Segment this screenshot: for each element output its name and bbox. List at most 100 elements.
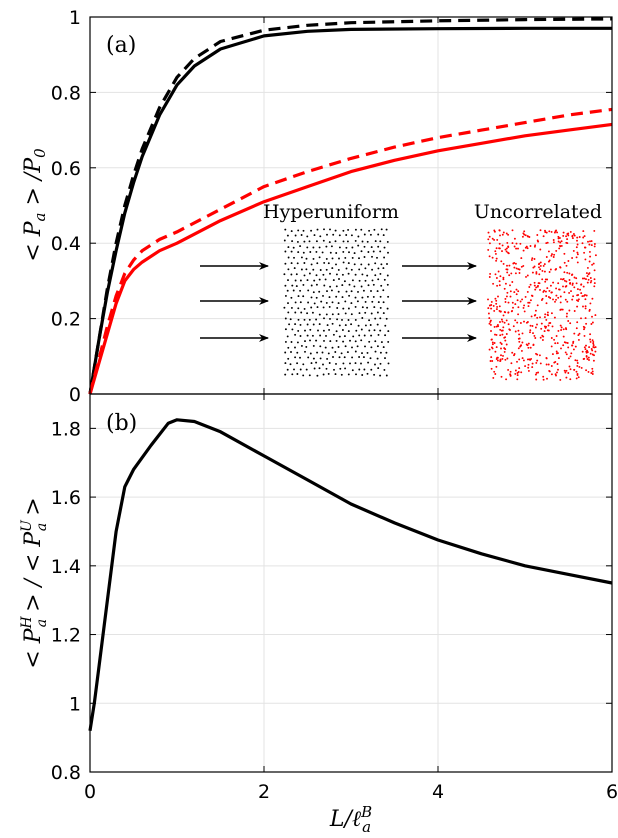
- uncorrelated-dot: [499, 341, 502, 344]
- uncorrelated-dot: [492, 282, 495, 285]
- hyperuniform-dot: [294, 346, 296, 349]
- uncorrelated-dot: [562, 231, 565, 234]
- uncorrelated-dot: [594, 254, 597, 257]
- uncorrelated-dot: [571, 273, 574, 276]
- uncorrelated-dot: [511, 301, 514, 304]
- uncorrelated-dot: [510, 362, 513, 365]
- hyperuniform-dot: [341, 273, 344, 276]
- hyperuniform-dot: [371, 268, 374, 271]
- hyperuniform-dot: [313, 367, 316, 370]
- hyperuniform-dot: [287, 256, 290, 259]
- hyperuniform-dot: [351, 279, 354, 282]
- uncorrelated-dot: [501, 320, 504, 323]
- hyperuniform-dot: [336, 307, 339, 309]
- hyperuniform-dot: [369, 233, 372, 236]
- hyperuniform-dot: [377, 367, 380, 370]
- uncorrelated-dot: [550, 365, 553, 367]
- hyperuniform-dot: [304, 350, 306, 353]
- hyperuniform-dot: [284, 328, 287, 331]
- uncorrelated-dot: [565, 376, 568, 379]
- panel-label-b: (b): [106, 411, 137, 436]
- uncorrelated-dot: [493, 238, 496, 241]
- uncorrelated-dot: [545, 302, 548, 305]
- hyperuniform-dot: [344, 345, 347, 348]
- uncorrelated-dot: [591, 370, 594, 373]
- hyperuniform-dot: [361, 273, 364, 276]
- hyperuniform-dot: [344, 367, 347, 370]
- uncorrelated-dot: [529, 283, 532, 286]
- hyperuniform-dot: [284, 262, 287, 265]
- uncorrelated-dot: [565, 353, 568, 356]
- hyperuniform-dot: [366, 295, 369, 298]
- uncorrelated-dot: [586, 349, 589, 352]
- uncorrelated-dot: [539, 264, 542, 267]
- uncorrelated-dot: [562, 234, 565, 237]
- hyperuniform-dot: [382, 301, 385, 304]
- hyperuniform-dot: [354, 350, 357, 353]
- hyperuniform-dot: [283, 273, 286, 276]
- hyperuniform-dot: [291, 240, 294, 243]
- uncorrelated-dot: [545, 256, 548, 258]
- uncorrelated-dot: [565, 285, 568, 287]
- uncorrelated-dot: [514, 319, 517, 322]
- uncorrelated-dot: [521, 357, 524, 360]
- uncorrelated-dot: [577, 300, 580, 302]
- hyperuniform-dot: [349, 339, 351, 342]
- uncorrelated-dot: [531, 257, 534, 260]
- hyperuniform-dot: [371, 279, 374, 282]
- uncorrelated-dot: [590, 244, 593, 247]
- uncorrelated-dot: [569, 368, 572, 371]
- uncorrelated-dot: [535, 378, 538, 381]
- uncorrelated-dot: [557, 240, 560, 243]
- uncorrelated-dot: [523, 304, 526, 307]
- hyperuniform-dot: [335, 263, 337, 266]
- hyperuniform-dot: [293, 256, 295, 259]
- hyperuniform-dot: [342, 250, 345, 253]
- uncorrelated-dot: [504, 336, 507, 339]
- hyperuniform-dot: [291, 373, 294, 376]
- hyperuniform-dot: [377, 278, 380, 281]
- hyperuniform-dot: [286, 335, 289, 338]
- uncorrelated-dot: [567, 372, 570, 374]
- uncorrelated-dot: [559, 244, 561, 247]
- hyperuniform-dot: [323, 317, 325, 320]
- uncorrelated-dot: [511, 229, 514, 232]
- uncorrelated-dot: [529, 324, 532, 327]
- hyperuniform-dot: [347, 330, 350, 333]
- uncorrelated-dot: [555, 249, 558, 252]
- uncorrelated-dot: [534, 313, 537, 316]
- hyperuniform-dot: [377, 245, 380, 248]
- uncorrelated-dot: [589, 281, 592, 284]
- hyperuniform-dot: [366, 274, 369, 277]
- hyperuniform-dot: [370, 290, 372, 292]
- uncorrelated-dot: [495, 257, 498, 260]
- hyperuniform-dot: [332, 279, 335, 282]
- hyperuniform-dot: [355, 329, 358, 332]
- hyperuniform-dot: [303, 240, 306, 243]
- uncorrelated-dot: [576, 372, 579, 375]
- uncorrelated-dot: [594, 350, 597, 353]
- hyperuniform-dot: [299, 323, 302, 326]
- uncorrelated-dot: [545, 242, 548, 245]
- uncorrelated-dot: [555, 268, 558, 270]
- uncorrelated-dot: [494, 373, 497, 375]
- hyperuniform-dot: [345, 267, 348, 270]
- uncorrelated-dot: [589, 333, 592, 336]
- hyperuniform-dot: [315, 240, 318, 243]
- hyperuniform-dot: [383, 368, 386, 371]
- hyperuniform-dot: [297, 229, 300, 232]
- uncorrelated-dot: [582, 236, 585, 239]
- uncorrelated-dot: [509, 329, 511, 331]
- uncorrelated-dot: [518, 340, 521, 343]
- hyperuniform-dot: [348, 294, 351, 297]
- uncorrelated-dot: [509, 295, 512, 298]
- y-tick-label-b-4: 1.6: [51, 487, 81, 509]
- uncorrelated-dot: [519, 242, 522, 245]
- uncorrelated-dot: [535, 271, 538, 274]
- uncorrelated-dot: [562, 335, 565, 338]
- uncorrelated-dot: [555, 294, 558, 297]
- uncorrelated-dot: [541, 334, 544, 337]
- hyperuniform-dot: [341, 329, 344, 331]
- uncorrelated-dot: [506, 357, 509, 360]
- hyperuniform-dot: [376, 345, 379, 348]
